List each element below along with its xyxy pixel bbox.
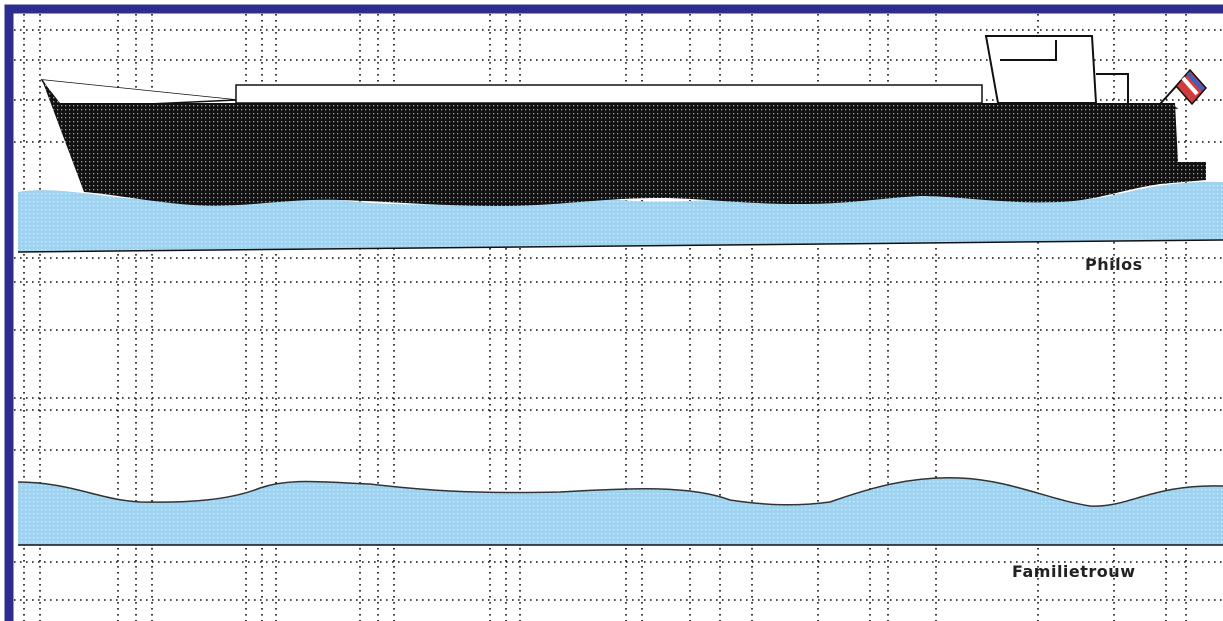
wave-outline-familietrouw (17, 477, 1223, 507)
ship-icon (40, 35, 1207, 206)
rear-deckhouse (1096, 73, 1129, 104)
flag-icon (1159, 68, 1207, 106)
cargo-hatch (235, 84, 983, 104)
lane-label-familietrouw: Familietrouw (1012, 562, 1135, 581)
lane-philos: Philos (17, 35, 1223, 274)
waterline-philos (17, 239, 1223, 253)
lane-label-philos: Philos (1085, 255, 1143, 274)
lane-familietrouw: Familietrouw (17, 477, 1223, 581)
frame-border (4, 4, 1223, 621)
bridge-house (984, 35, 1098, 104)
